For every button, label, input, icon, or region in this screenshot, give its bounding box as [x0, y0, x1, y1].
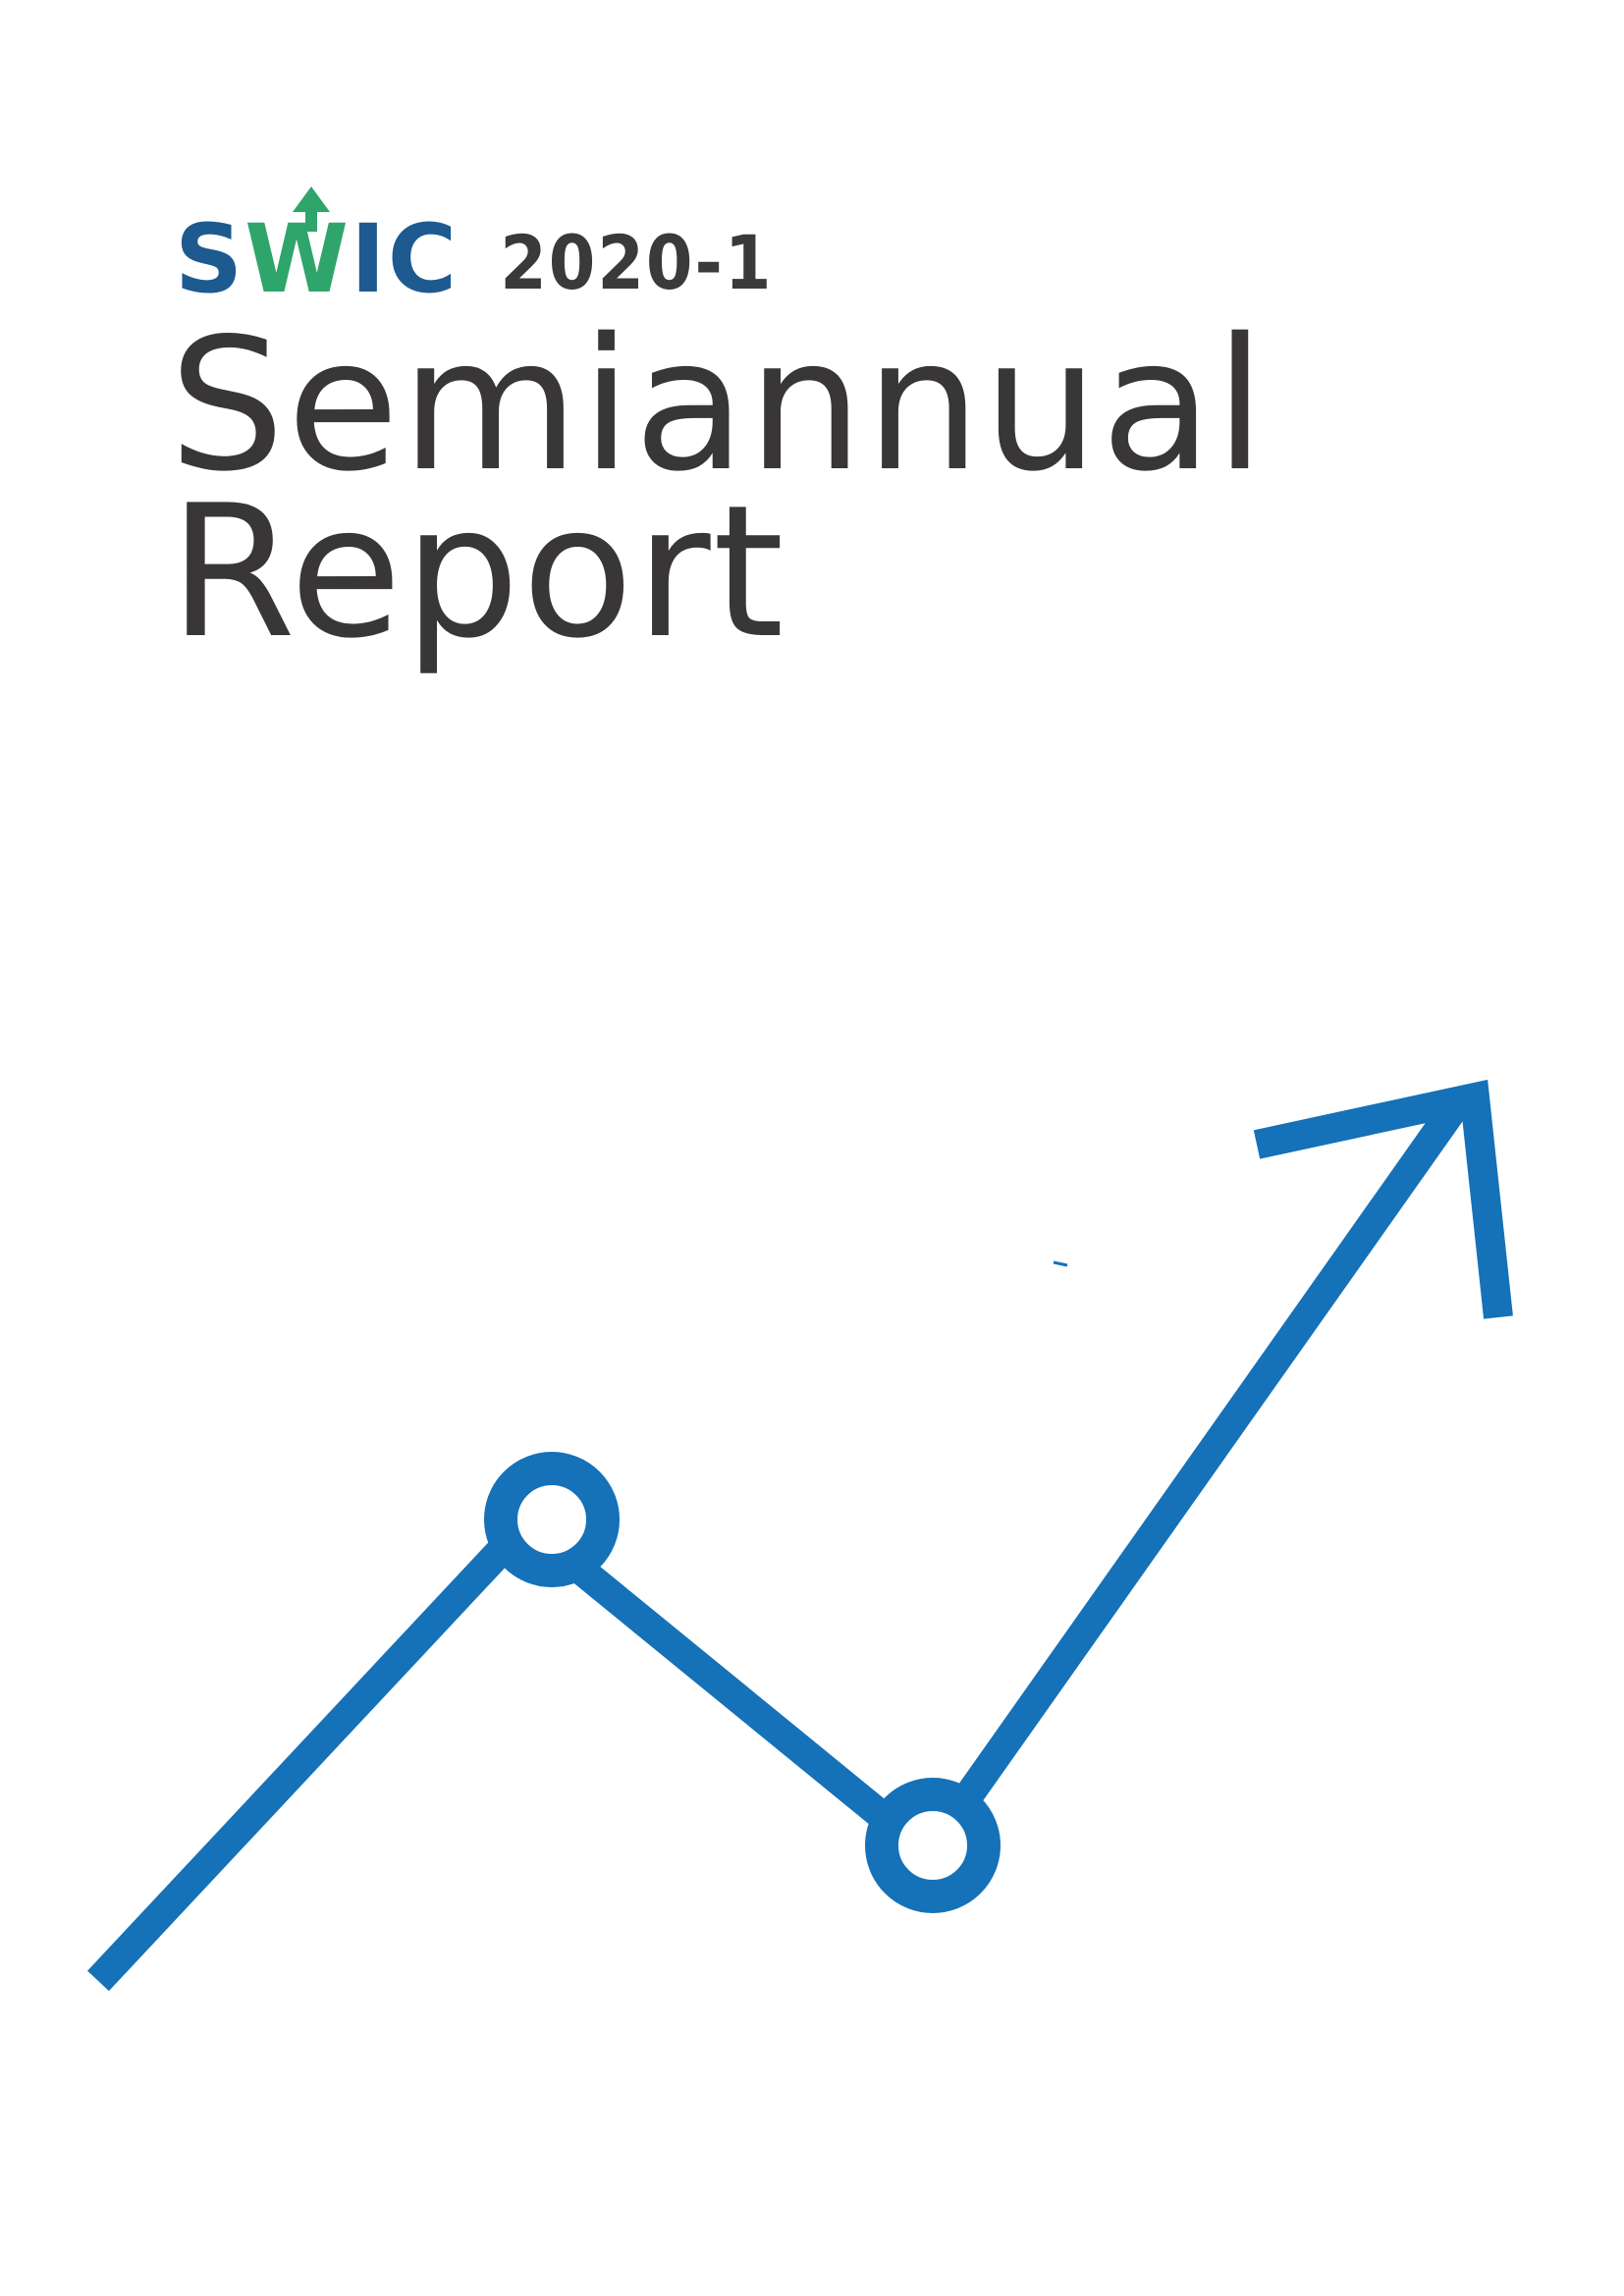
- swic-logo: S W IC: [175, 187, 460, 314]
- title-line-1: Semiannual: [169, 298, 1268, 511]
- report-title: Semiannual Report: [169, 298, 1268, 678]
- logo-letters-ic: IC: [351, 204, 460, 314]
- small-dash-mark: [1053, 1260, 1068, 1267]
- logo-up-arrow-icon: [293, 187, 330, 232]
- trend-line: [87, 1100, 1466, 1992]
- logo-letter-w: W: [244, 204, 352, 314]
- logo-letter-s: S: [175, 204, 245, 314]
- arrow-head-icon: [1253, 1079, 1513, 1319]
- edition-label: 2020-1: [500, 219, 774, 306]
- trend-point-dip: [865, 1778, 1001, 1913]
- trend-point-peak: [484, 1452, 620, 1587]
- header-row: S W IC 2020-1: [175, 179, 773, 306]
- title-line-2: Report: [169, 465, 786, 678]
